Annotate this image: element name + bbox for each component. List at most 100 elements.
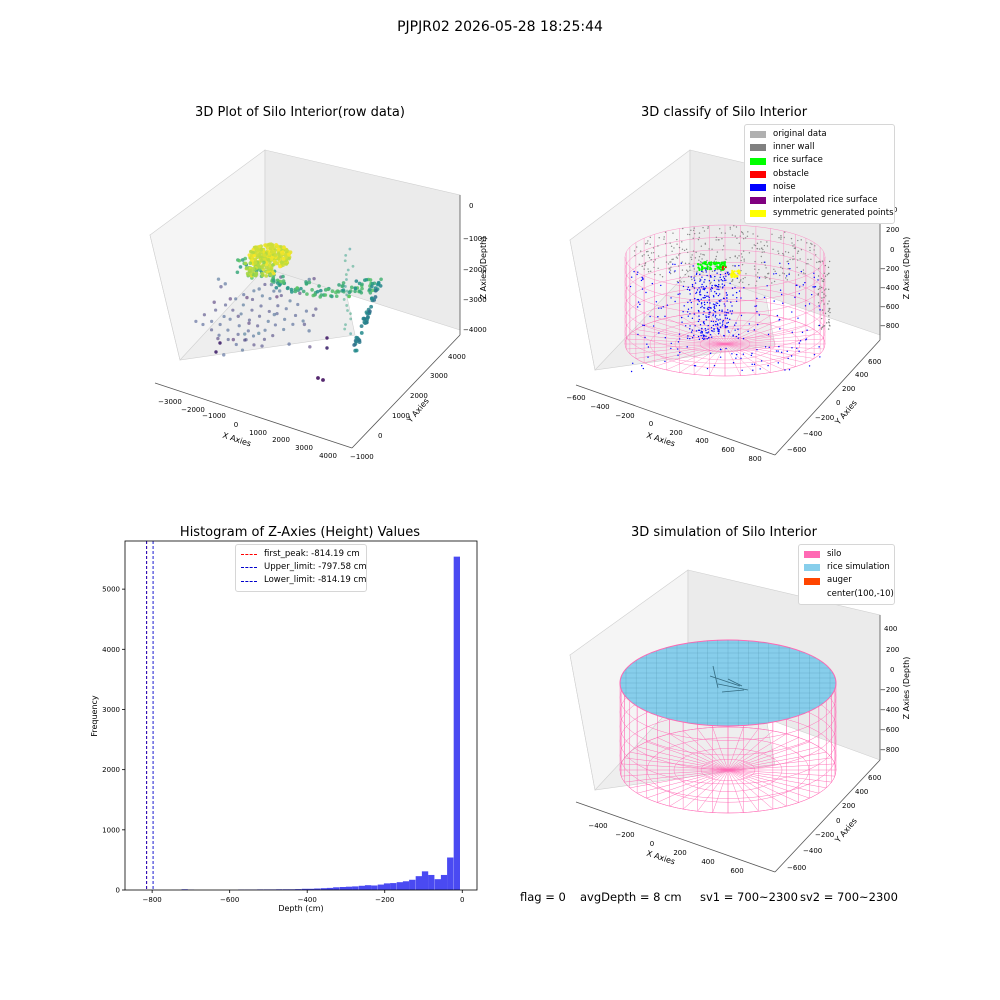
noise-point: [712, 295, 715, 297]
noise-point: [735, 357, 737, 359]
noise-point: [676, 348, 679, 350]
obstacle-point: [724, 266, 727, 269]
noise-point: [682, 311, 684, 313]
original-data-point: [718, 228, 721, 230]
inner-wall-point: [822, 280, 825, 283]
classify-ztick: −600: [880, 303, 899, 311]
noise-point: [664, 337, 667, 339]
noise-point: [715, 302, 717, 304]
raw-point: [259, 304, 263, 308]
raw-point: [364, 310, 369, 315]
raw-point: [242, 293, 246, 297]
original-data-point: [741, 256, 743, 258]
noise-point: [731, 287, 734, 289]
noise-point: [726, 294, 729, 296]
raw-point: [251, 266, 255, 271]
auger-line: [717, 683, 749, 691]
inner-wall-point: [820, 286, 823, 289]
noise-point: [682, 285, 685, 288]
raw-point: [305, 292, 309, 296]
original-data-point: [742, 237, 745, 240]
legend-label: noise: [773, 181, 796, 192]
original-data-point: [720, 232, 723, 234]
noise-point: [711, 284, 713, 287]
original-data-point: [650, 252, 653, 254]
symmetric-point: [731, 272, 734, 275]
noise-point: [760, 360, 763, 362]
noise-point: [727, 330, 729, 332]
original-data-point: [664, 242, 667, 245]
rice-surface-point: [709, 266, 712, 269]
noise-point: [677, 341, 680, 343]
original-data-point: [742, 277, 744, 280]
original-data-point: [700, 245, 703, 247]
inner-wall-point: [823, 279, 825, 281]
noise-point: [715, 292, 717, 295]
inner-wall-point: [820, 317, 823, 320]
inner-wall-point: [821, 326, 824, 328]
original-data-point: [731, 234, 734, 236]
noise-point: [680, 316, 683, 319]
noise-point: [692, 265, 694, 267]
noise-point: [701, 270, 703, 272]
noise-point: [687, 335, 689, 337]
raw-point: [287, 256, 291, 261]
noise-point: [791, 331, 793, 334]
noise-point: [699, 289, 702, 291]
original-data-point: [676, 238, 678, 241]
original-data-point: [748, 252, 751, 254]
noise-point: [796, 284, 798, 287]
classify-ztick: 200: [886, 226, 899, 234]
raw-point: [266, 243, 271, 247]
hist-bar: [434, 879, 442, 890]
inner-wall-point: [823, 293, 825, 295]
noise-point: [700, 286, 703, 288]
original-data-point: [783, 236, 785, 239]
raw-point: [281, 257, 286, 261]
raw-point: [291, 322, 295, 326]
raw-point: [218, 322, 222, 327]
original-data-point: [754, 244, 757, 247]
noise-point: [726, 297, 728, 299]
raw-point: [298, 291, 302, 295]
original-data-point: [675, 256, 678, 258]
original-data-point: [809, 246, 811, 249]
noise-point: [715, 284, 718, 287]
noise-point: [818, 324, 821, 327]
original-data-point: [762, 248, 764, 251]
raw-point: [307, 329, 311, 333]
noise-point: [717, 329, 719, 331]
original-data-point: [731, 280, 733, 283]
original-data-point: [701, 258, 703, 260]
noise-point: [722, 319, 725, 322]
original-data-point: [796, 259, 799, 261]
noise-point: [725, 347, 727, 350]
raw-point: [312, 293, 317, 297]
noise-point: [651, 282, 654, 285]
sim-ztick: 200: [886, 646, 899, 654]
noise-point: [703, 288, 706, 291]
rice-surface-point: [706, 267, 709, 271]
original-data-point: [685, 269, 688, 271]
original-data-point: [699, 278, 701, 280]
noise-point: [750, 354, 753, 357]
noise-point: [645, 291, 647, 294]
original-data-point: [807, 258, 809, 261]
raw-point: [214, 308, 218, 312]
classify-title: 3D classify of Silo Interior: [641, 105, 808, 120]
obstacle-point: [721, 268, 724, 271]
raw-point: [256, 324, 260, 328]
original-data-point: [793, 258, 795, 260]
noise-point: [734, 286, 736, 289]
original-data-point: [738, 242, 741, 244]
noise-point: [700, 332, 702, 334]
noise-point: [664, 360, 666, 363]
raw-point: [250, 308, 254, 312]
classify-ztick: −400: [880, 284, 899, 292]
noise-point: [754, 305, 756, 307]
hist-ytick-label: 2000: [102, 766, 120, 774]
sim-ytick: 0: [836, 817, 840, 825]
raw-point: [222, 314, 226, 319]
noise-point: [728, 331, 730, 333]
noise-point: [800, 270, 803, 273]
